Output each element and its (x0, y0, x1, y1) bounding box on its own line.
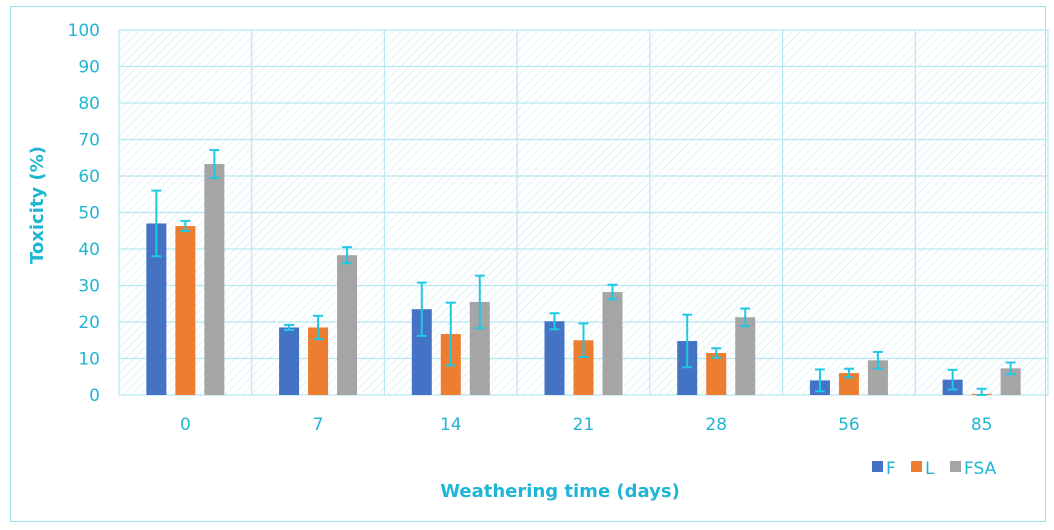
legend-swatch-FSA (950, 461, 961, 472)
x-tick-label-3: 21 (573, 415, 595, 435)
bar-L-0 (175, 226, 196, 395)
y-tick-label-7: 70 (78, 131, 100, 151)
bar-FSA-21 (602, 292, 623, 395)
y-tick-label-8: 80 (78, 94, 100, 114)
y-tick-label-10: 100 (68, 21, 100, 41)
bar-FSA-28 (735, 317, 756, 395)
x-tick-label-1: 7 (313, 415, 324, 435)
legend-swatch-L (911, 461, 922, 472)
bar-F-21 (544, 321, 565, 395)
x-tick-label-5: 56 (838, 415, 860, 435)
y-tick-label-3: 30 (78, 277, 100, 297)
bar-FSA-14 (469, 301, 490, 395)
y-tick-label-4: 40 (78, 240, 100, 260)
bar-L-28 (706, 353, 727, 395)
legend-label-L: L (925, 459, 935, 479)
bar-L-7 (308, 327, 329, 395)
bar-F-14 (411, 309, 432, 395)
bar-L-56 (838, 373, 859, 395)
legend-swatch-F (872, 461, 883, 472)
x-tick-labels: 0 7 14 21 28 56 85 (180, 415, 993, 435)
y-tick-label-2: 20 (78, 313, 100, 333)
x-tick-label-2: 14 (440, 415, 462, 435)
bar-F-0 (146, 223, 167, 395)
y-tick-label-9: 90 (78, 58, 100, 78)
legend-label-FSA: FSA (964, 459, 997, 479)
x-tick-label-6: 85 (971, 415, 993, 435)
legend-label-F: F (886, 459, 896, 479)
legend: F L FSA (872, 459, 997, 479)
y-tick-label-5: 50 (78, 204, 100, 224)
bars (146, 163, 1021, 395)
x-tick-label-4: 28 (705, 415, 727, 435)
x-axis-title: Weathering time (days) (440, 481, 680, 502)
gridlines (118, 29, 1049, 396)
bar-FSA-7 (337, 255, 358, 395)
bar-F-7 (279, 327, 300, 395)
y-tick-label-1: 10 (78, 350, 100, 370)
y-axis-title: Toxicity (%) (27, 146, 48, 264)
bar-FSA-0 (204, 163, 225, 395)
error-bars (151, 149, 1016, 396)
y-tick-label-0: 0 (89, 386, 100, 406)
x-tick-label-0: 0 (180, 415, 191, 435)
y-tick-labels: 0 10 20 30 40 50 60 70 80 90 100 (68, 21, 100, 406)
y-tick-label-6: 60 (78, 167, 100, 187)
bar-L-21 (573, 340, 594, 395)
